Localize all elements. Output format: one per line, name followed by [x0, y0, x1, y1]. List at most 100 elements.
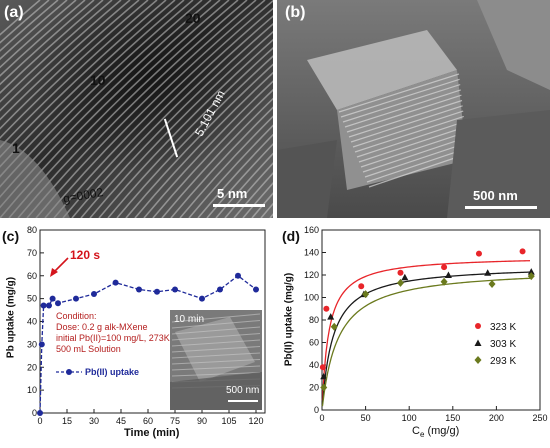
- kinetics-x-tick-label: 120: [248, 416, 263, 426]
- isotherm-data-point: [396, 278, 404, 287]
- kinetics-y-tick-label: 50: [27, 294, 37, 304]
- isotherm-chart-svg: 0 50 100 150 200 250 0 20 40 60 80 100 120 140 160 323…: [304, 225, 548, 423]
- isotherm-x-axis-unit: (mg/g): [424, 425, 460, 437]
- isotherm-data-point: [401, 273, 409, 281]
- isotherm-data-point: [320, 372, 328, 380]
- isotherm-y-axis-label: Pb(II) uptake (mg/g): [283, 272, 295, 367]
- isotherm-legend-marker: [474, 339, 482, 346]
- isotherm-y-tick-label: 160: [304, 225, 319, 235]
- kinetics-data-point: [235, 272, 241, 279]
- kinetics-x-tick-label: 105: [221, 416, 236, 426]
- isotherm-x-tick-label: 50: [361, 413, 371, 423]
- isotherm-legend-marker: [474, 356, 482, 364]
- kinetics-data-point: [91, 291, 97, 298]
- isotherm-y-tick-label: 100: [304, 293, 319, 303]
- panel-c-label: (c): [2, 228, 20, 244]
- kinetics-data-point: [37, 410, 43, 416]
- condition-line-4: 500 mL Solution: [56, 344, 121, 354]
- isotherm-y-tick-label: 0: [314, 405, 319, 415]
- kinetics-data-point: [38, 341, 45, 348]
- kinetics-chart-svg: 0 15 30 45 60 75 90 105 120 0 10 20 30 40 50 60 70 80: [27, 225, 266, 426]
- isotherm-data-point: [527, 272, 535, 281]
- kinetics-data-point: [253, 286, 259, 293]
- isotherm-y-tick-label: 120: [304, 270, 319, 280]
- condition-text: Condition: Dose: 0.2 g alk-MXene initial…: [56, 311, 170, 355]
- isotherm-fit-curve: [321, 260, 530, 401]
- isotherm-data-point: [444, 271, 452, 278]
- isotherm-legend-marker: [475, 323, 481, 329]
- arrow-120s-label: 120 s: [70, 248, 101, 262]
- layer-count-10: 10: [90, 72, 106, 88]
- kinetics-data-point: [154, 288, 160, 295]
- inset-scalebar-label: 500 nm: [226, 385, 260, 396]
- isotherm-data-point: [319, 364, 326, 371]
- panel-b-scalebar: [465, 206, 537, 209]
- isotherm-y-tick-label: 40: [309, 360, 319, 370]
- kinetics-y-tick-label: 40: [27, 317, 37, 327]
- isotherm-data-point: [440, 277, 448, 286]
- arrow-120s: [53, 257, 69, 273]
- kinetics-data-point: [46, 302, 52, 309]
- condition-line-2: Dose: 0.2 g alk-MXene: [56, 322, 148, 332]
- isotherm-fit-curve: [321, 277, 531, 407]
- kinetics-y-tick-label: 20: [27, 362, 37, 372]
- arrow-120s-head: [50, 268, 58, 277]
- isotherm-y-tick-label: 60: [309, 338, 319, 348]
- isotherm-y-tick-label: 140: [304, 248, 319, 258]
- kinetics-data-point: [49, 295, 56, 302]
- isotherm-x-tick-label: 100: [402, 413, 417, 423]
- isotherm-y-tick-label: 80: [309, 315, 319, 325]
- isotherm-data-point: [330, 322, 338, 331]
- condition-line-3: initial Pb(II)=100 mg/L, 273K: [56, 333, 170, 343]
- kinetics-y-tick-label: 80: [27, 225, 37, 235]
- kinetics-y-tick-label: 30: [27, 339, 37, 349]
- isotherm-data-point: [362, 290, 370, 299]
- isotherm-legend-label: 323 K: [490, 322, 516, 333]
- panel-a-label: (a): [4, 4, 24, 21]
- kinetics-legend-swatch: [56, 369, 82, 375]
- kinetics-data-point: [172, 286, 178, 293]
- kinetics-y-axis-label: Pb uptake (mg/g): [5, 276, 17, 359]
- isotherm-data-point: [323, 305, 330, 312]
- isotherm-plot-frame: [321, 229, 541, 411]
- kinetics-data-point: [40, 302, 47, 309]
- panel-a-scalebar-label: 5 nm: [217, 186, 248, 201]
- kinetics-data-point: [136, 286, 142, 293]
- isotherm-data-point: [320, 383, 328, 392]
- isotherm-data-point: [488, 280, 496, 288]
- panel-b-sem-image: (b) 500 nm: [277, 0, 550, 218]
- isotherm-x-axis-symbol: C: [412, 425, 420, 437]
- kinetics-legend: Pb(II) uptake: [56, 367, 139, 377]
- kinetics-x-tick-label: 75: [170, 416, 180, 426]
- isotherm-data-point: [484, 269, 492, 276]
- panel-d-isotherm-chart: 0 50 100 150 200 250 0 20 40 60 80 100 120 140 160 323…: [278, 222, 550, 443]
- inset-time-label: 10 min: [174, 314, 205, 325]
- isotherm-data-point: [441, 264, 448, 271]
- kinetics-x-axis-label: Time (min): [124, 427, 180, 439]
- kinetics-x-tick-label: 90: [197, 416, 207, 426]
- kinetics-data-point: [55, 300, 61, 307]
- isotherm-legend-label: 303 K: [490, 339, 516, 350]
- kinetics-inset-sem-image: [170, 310, 262, 410]
- isotherm-data-point: [475, 250, 482, 257]
- panel-b-scalebar-label: 500 nm: [473, 188, 518, 203]
- kinetics-data-point: [217, 286, 223, 293]
- isotherm-x-tick-label: 200: [489, 413, 504, 423]
- isotherm-x-tick-label: 250: [532, 413, 547, 423]
- isotherm-x-axis-label: Ce (mg/g): [412, 425, 459, 439]
- kinetics-y-tick-label: 0: [32, 408, 37, 418]
- kinetics-x-tick-label: 15: [62, 416, 72, 426]
- isotherm-data-point: [327, 313, 335, 320]
- kinetics-x-tick-label: 60: [143, 416, 153, 426]
- panel-d-label: (d): [282, 228, 300, 244]
- kinetics-x-tick-label: 0: [37, 416, 42, 426]
- isotherm-legend-label: 293 K: [490, 356, 516, 367]
- layer-count-1: 1: [12, 140, 20, 156]
- layer-count-20: 20: [185, 10, 201, 26]
- kinetics-data-point: [73, 295, 79, 302]
- isotherm-data-point: [358, 283, 365, 290]
- isotherm-fit-curve: [321, 271, 530, 405]
- kinetics-y-tick-label: 70: [27, 248, 37, 258]
- panel-a-scalebar: [213, 204, 265, 207]
- kinetics-data-point: [112, 279, 119, 286]
